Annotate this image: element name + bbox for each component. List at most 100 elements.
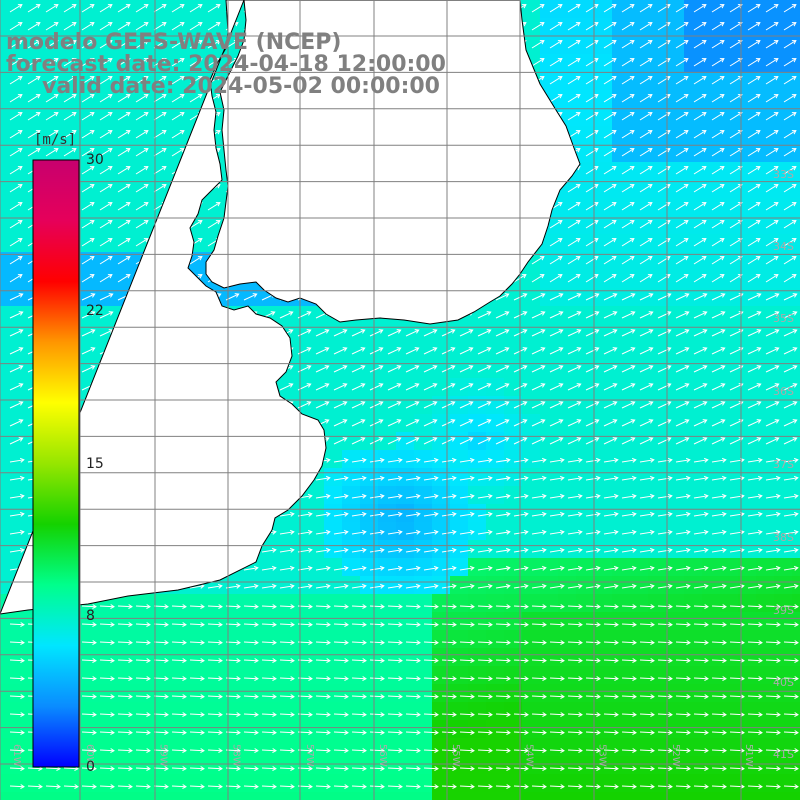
field-cell <box>486 684 504 702</box>
field-cell <box>738 216 756 234</box>
field-cell <box>594 720 612 738</box>
wind-arrow <box>117 148 131 157</box>
wind-arrow <box>135 76 149 85</box>
wind-arrow <box>495 457 511 463</box>
field-cell <box>126 216 144 234</box>
field-cell <box>324 360 342 378</box>
field-cell <box>594 522 612 540</box>
field-cell <box>234 612 252 630</box>
wind-arrow <box>99 293 114 301</box>
wind-arrow <box>765 22 779 31</box>
field-cell <box>324 450 342 468</box>
wind-arrow <box>783 529 799 535</box>
wind-arrow <box>153 712 169 718</box>
wind-arrow <box>567 658 583 664</box>
wind-arrow <box>441 658 457 664</box>
field-cell <box>702 576 720 594</box>
field-cell <box>594 504 612 522</box>
field-cell <box>738 540 756 558</box>
field-cell <box>666 72 684 90</box>
wind-arrow <box>621 493 637 499</box>
field-cell <box>576 54 594 72</box>
field-cell <box>630 18 648 36</box>
wind-arrow <box>63 22 77 31</box>
field-cell <box>648 324 666 342</box>
wind-arrow <box>369 604 385 610</box>
wind-arrow <box>459 694 475 700</box>
field-cell <box>90 126 108 144</box>
field-cell <box>306 720 324 738</box>
wind-arrow <box>99 22 113 31</box>
wind-arrow <box>693 58 707 67</box>
field-cell <box>576 378 594 396</box>
wind-arrow <box>603 148 617 157</box>
wind-arrow <box>567 748 583 754</box>
field-cell <box>648 0 666 18</box>
wind-arrow <box>333 565 349 571</box>
field-cell <box>486 306 504 324</box>
field-cell <box>684 666 702 684</box>
field-cell <box>774 774 792 792</box>
wind-arrow <box>711 748 727 754</box>
field-cell <box>720 144 738 162</box>
field-cell <box>558 594 576 612</box>
field-cell <box>756 378 774 396</box>
wind-arrow <box>747 76 761 85</box>
field-cell <box>612 234 630 252</box>
wind-arrow <box>81 784 97 790</box>
field-cell <box>216 36 234 54</box>
field-cell <box>468 576 486 594</box>
wind-arrow <box>99 658 115 664</box>
field-cell <box>360 630 378 648</box>
field-cell <box>756 540 774 558</box>
field-cell <box>144 108 162 126</box>
wind-arrow <box>207 220 221 229</box>
field-cell <box>666 216 684 234</box>
field-cell <box>612 252 630 270</box>
field-cell <box>720 234 738 252</box>
wind-arrow <box>747 437 762 445</box>
wind-arrow <box>207 202 221 211</box>
field-cell <box>684 558 702 576</box>
field-cell <box>306 684 324 702</box>
field-cell <box>198 666 216 684</box>
field-cell <box>558 342 576 360</box>
field-cell <box>738 576 756 594</box>
wind-arrow <box>747 58 761 67</box>
wind-arrow <box>333 529 349 535</box>
wind-arrow <box>765 130 779 139</box>
field-cell <box>198 756 216 774</box>
wind-arrow <box>81 274 95 283</box>
wind-arrow <box>9 529 25 535</box>
field-cell <box>792 324 800 342</box>
field-cell <box>648 774 666 792</box>
wind-arrow <box>135 640 151 646</box>
field-cell <box>216 612 234 630</box>
wind-arrow <box>747 166 761 175</box>
wind-arrow <box>495 419 510 427</box>
wind-arrow <box>675 437 690 445</box>
field-cell <box>504 540 522 558</box>
field-cell <box>198 792 216 800</box>
field-cell <box>450 360 468 378</box>
field-cell <box>792 648 800 666</box>
field-cell <box>792 792 800 800</box>
wind-arrow <box>207 712 223 718</box>
wind-arrow <box>405 401 420 409</box>
field-cell <box>648 270 666 288</box>
field-cell <box>306 360 324 378</box>
field-cell <box>702 612 720 630</box>
wind-arrow <box>441 437 456 445</box>
field-cell <box>648 594 666 612</box>
wind-arrow <box>675 365 690 373</box>
field-cell <box>612 18 630 36</box>
wind-arrow <box>405 694 421 700</box>
wind-arrow <box>603 76 617 85</box>
field-cell <box>324 720 342 738</box>
wind-arrow <box>549 622 565 628</box>
lat-label: 33S <box>773 168 794 181</box>
field-cell <box>648 252 666 270</box>
field-cell <box>720 666 738 684</box>
field-cell <box>54 126 72 144</box>
wind-arrow <box>315 547 331 553</box>
